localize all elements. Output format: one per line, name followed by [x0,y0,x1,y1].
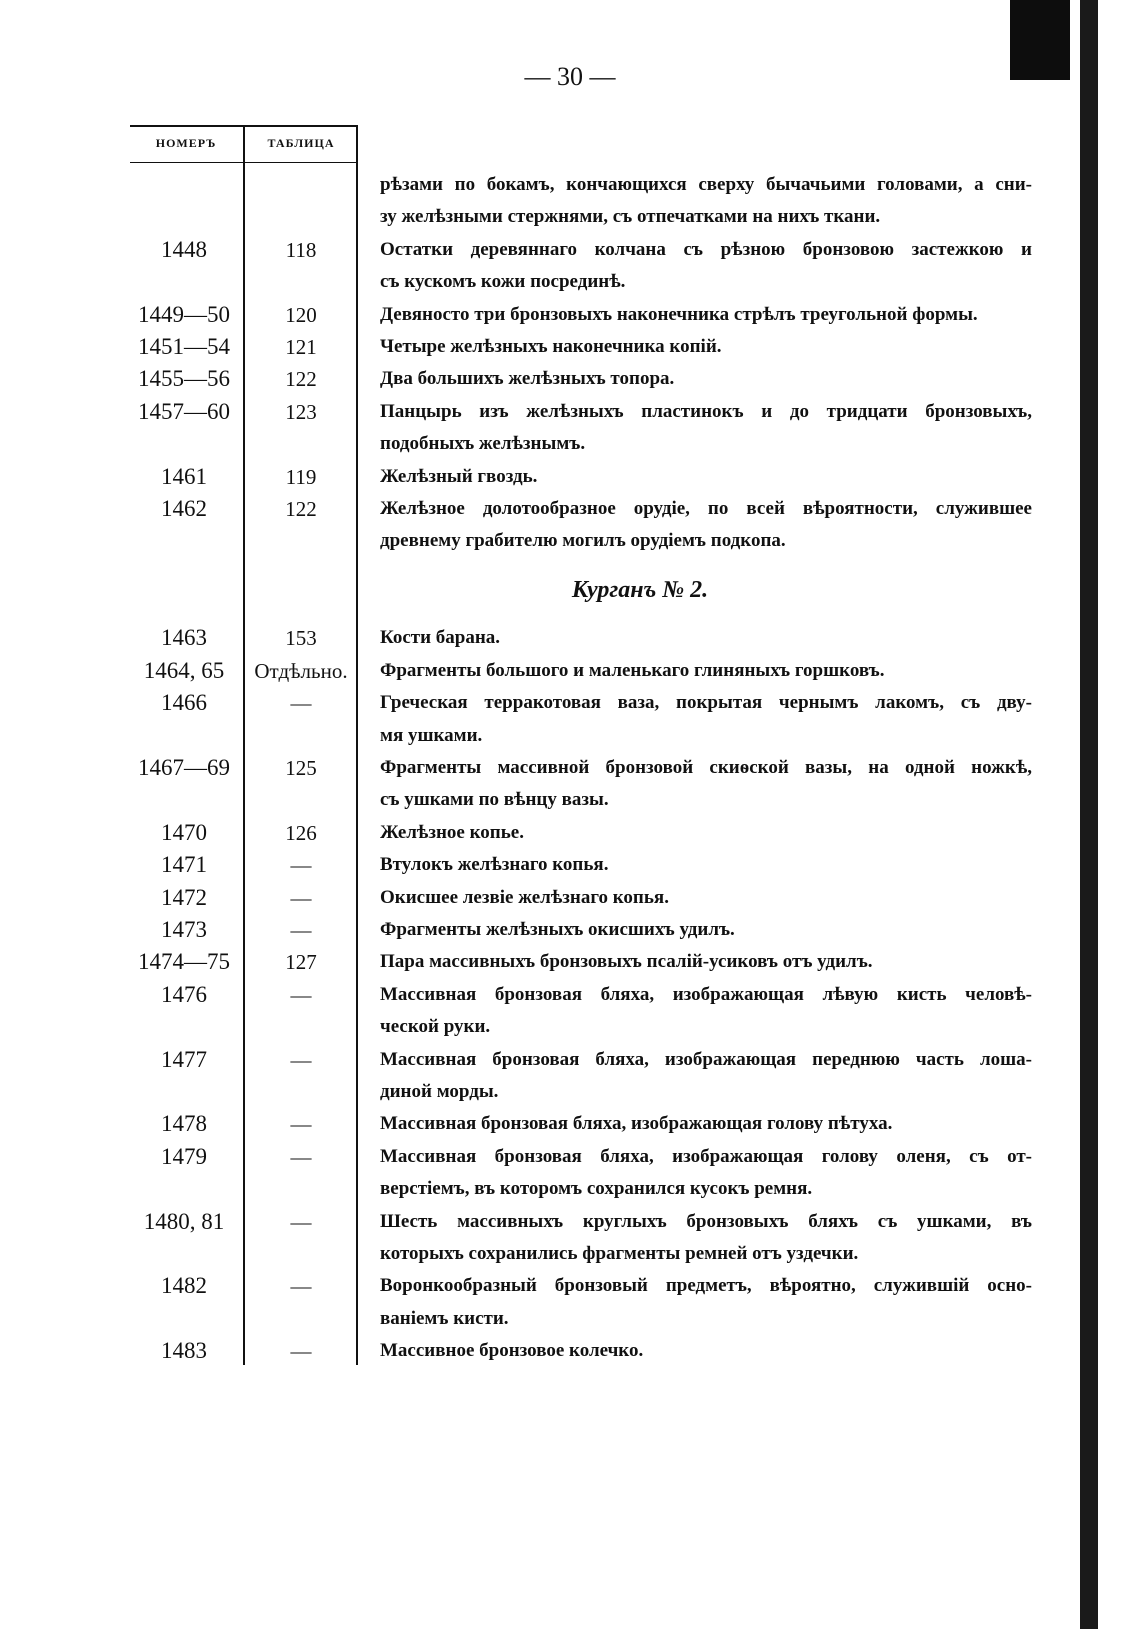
description-line: Массивное бронзовое колечко. [380,1340,644,1362]
description-line: Массивная бронзовая бляха, изображающая … [380,1048,1032,1070]
description-line: съ кускомъ кожи посрединѣ. [380,271,626,293]
item-number: 1478 [161,1111,207,1137]
item-number: 1480, 81 [143,1208,225,1234]
column-header: ТАБЛИЦА [267,136,335,150]
item-number: 1479 [161,1143,207,1169]
description-line: Греческая терракотовая ваза, покрытая че… [380,692,1032,714]
item-number: 1474—75 [138,949,230,975]
plate-number: Отдѣльно. [254,658,348,683]
plate-number: 125 [285,756,317,780]
description-line: Остатки деревяннаго колчана съ рѣзною бр… [380,238,1032,260]
item-number: 1473 [161,917,207,942]
description-line: зу желѣзными стержнями, съ отпечатками н… [380,206,881,228]
section-heading: Курганъ № 2. [571,576,709,603]
plate-number: — [290,853,312,878]
description-line: Панцырь изъ желѣзныхъ пластинокъ и до тр… [380,400,1032,422]
page-number: — 30 — [524,62,616,91]
plate-number: — [290,885,312,910]
plate-number: 126 [285,820,317,845]
plate-number: 121 [285,335,317,359]
item-number: 1464, 65 [143,657,225,683]
description-line: Четыре желѣзныхъ наконечника копій. [380,336,722,357]
item-number: 1457—60 [138,398,230,424]
item-number: 1463 [161,625,207,651]
column-rule [356,125,358,1365]
item-number: 1466 [161,690,207,716]
item-number: 1472 [161,884,207,910]
scan-edge [1080,0,1098,1629]
column-header: НОМЕРЪ [155,136,217,150]
plate-number: 122 [285,367,317,392]
item-number: 1467—69 [138,755,230,780]
item-number: 1448 [161,236,207,262]
scan-corner [1010,0,1070,80]
column-rule [243,125,245,1365]
plate-number: — [290,1339,312,1364]
description-line: Фрагменты большого и маленькаго глиняных… [380,659,885,681]
item-number: 1482 [161,1273,207,1299]
plate-number: — [290,1047,312,1072]
description-line: подобныхъ желѣзнымъ. [380,433,586,455]
description-line: Массивная бронзовая бляха, изображающая … [380,1113,893,1135]
item-number: 1462 [161,496,207,521]
description-line: Желѣзное долотообразное орудіе, по всей … [380,498,1032,519]
plate-number: — [290,691,312,716]
description-line: Шесть массивныхъ круглыхъ бронзовыхъ бля… [380,1210,1032,1232]
description-line: Фрагменты желѣзныхъ окисшихъ удилъ. [380,919,735,940]
description-line: Кости барана. [380,627,501,649]
plate-number: 119 [285,464,317,489]
description-line: ваніемъ кисти. [380,1307,509,1329]
item-number: 1476 [161,981,207,1007]
description-line: ческой руки. [380,1016,491,1038]
item-number: 1455—56 [138,366,230,392]
description-line: Желѣзное копье. [380,821,524,843]
description-line: Пара массивныхъ бронзовыхъ псалій-усиков… [380,951,873,973]
plate-number: 118 [285,237,317,262]
plate-number: — [290,1112,312,1137]
plate-number: — [290,1144,312,1169]
item-number: 1449—50 [138,301,230,327]
description-line: Окисшее лезвіе желѣзнаго копья. [380,886,669,908]
description-line: Девяносто три бронзовыхъ наконечника стр… [380,303,978,325]
description-line: Желѣзный гвоздь. [380,465,538,487]
description-line: диной морды. [380,1081,499,1102]
plate-number: — [290,982,312,1007]
description-line: Массивная бронзовая бляха, изображающая … [380,983,1032,1005]
plate-number: — [290,1274,312,1299]
plate-number: 120 [285,302,317,327]
description-line: Втулокъ желѣзнаго копья. [380,854,609,876]
item-number: 1471 [161,852,207,878]
description-line: Воронкообразный бронзовый предметъ, вѣро… [380,1275,1032,1297]
plate-number: 123 [285,399,317,424]
description-line: Массивная бронзовая бляха, изображающая … [380,1145,1032,1167]
plate-number: 153 [285,626,317,651]
plate-number: 127 [285,950,317,975]
item-number: 1470 [161,819,207,845]
page-edge [1068,0,1140,1629]
plate-number: 122 [285,497,317,521]
item-number: 1461 [161,463,207,489]
description-line: Фрагменты массивной бронзовой скиѳской в… [380,757,1032,778]
description-line: Два большихъ желѣзныхъ топора. [380,368,675,390]
plate-number: — [290,918,312,942]
description-line: мя ушками. [380,724,483,746]
description-line: древнему грабителю могилъ орудіемъ подко… [380,530,786,552]
item-number: 1451—54 [138,334,230,359]
plate-number: — [290,1209,312,1234]
description-line: съ ушками по вѣнцу вазы. [380,789,609,811]
description-line: верстіемъ, въ которомъ сохранился кусокъ… [380,1178,813,1200]
description-line: рѣзами по бокамъ, кончающихся сверху быч… [380,174,1032,195]
item-number: 1477 [161,1046,207,1072]
item-number: 1483 [161,1338,207,1364]
description-line: которыхъ сохранились фрагменты ремней от… [380,1243,859,1264]
